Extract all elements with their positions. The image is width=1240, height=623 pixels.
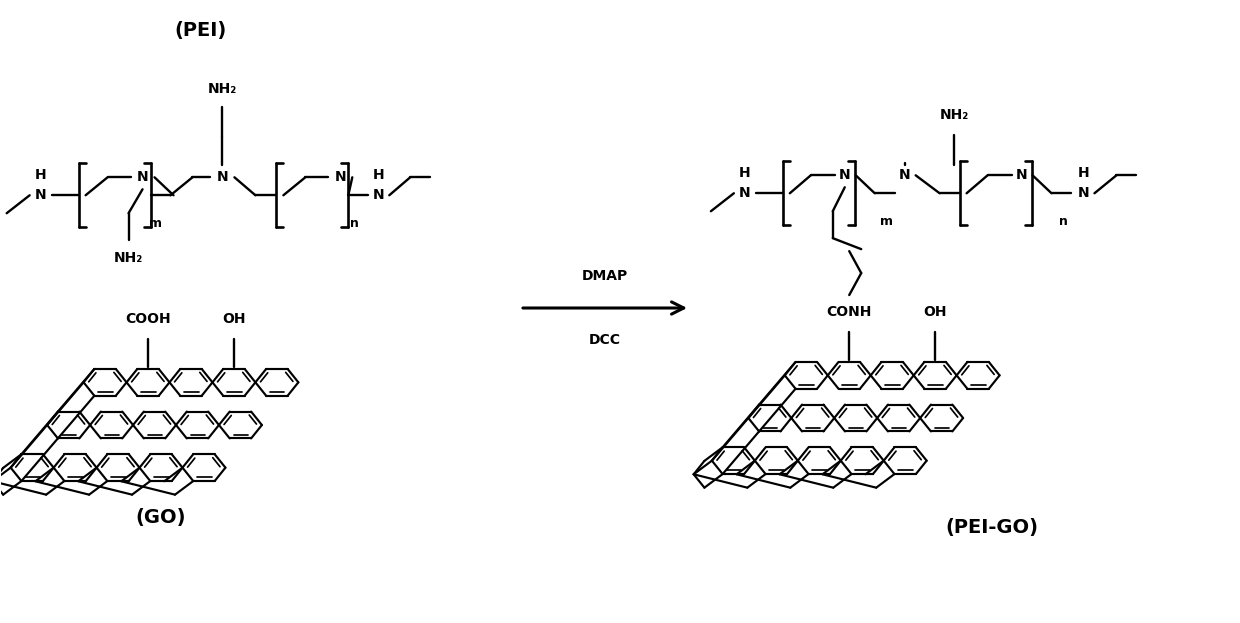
Text: NH₂: NH₂ bbox=[208, 82, 237, 97]
Text: (GO): (GO) bbox=[135, 508, 186, 527]
Text: m: m bbox=[880, 215, 893, 227]
Text: m: m bbox=[149, 217, 162, 230]
Text: N: N bbox=[35, 188, 46, 202]
Text: CONH: CONH bbox=[827, 305, 872, 319]
Text: N: N bbox=[1016, 168, 1028, 183]
Text: DCC: DCC bbox=[589, 333, 621, 347]
Text: H: H bbox=[35, 168, 46, 183]
Text: H: H bbox=[1078, 166, 1089, 180]
Text: H: H bbox=[739, 166, 750, 180]
Text: n: n bbox=[1059, 215, 1068, 227]
Text: N: N bbox=[217, 170, 228, 184]
Text: OH: OH bbox=[924, 305, 947, 319]
Text: OH: OH bbox=[222, 312, 246, 326]
Text: N: N bbox=[335, 170, 346, 184]
Text: N: N bbox=[739, 186, 750, 200]
Text: H: H bbox=[372, 168, 384, 183]
Text: N: N bbox=[136, 170, 149, 184]
Text: NH₂: NH₂ bbox=[940, 108, 968, 123]
Text: NH₂: NH₂ bbox=[114, 251, 143, 265]
Text: COOH: COOH bbox=[125, 312, 171, 326]
Text: N: N bbox=[1078, 186, 1089, 200]
Text: N: N bbox=[839, 168, 851, 183]
Text: N: N bbox=[899, 168, 910, 183]
Text: n: n bbox=[350, 217, 358, 230]
Text: N: N bbox=[372, 188, 384, 202]
Text: (PEI): (PEI) bbox=[175, 21, 227, 40]
Text: (PEI-GO): (PEI-GO) bbox=[945, 518, 1038, 537]
Text: DMAP: DMAP bbox=[582, 269, 629, 283]
